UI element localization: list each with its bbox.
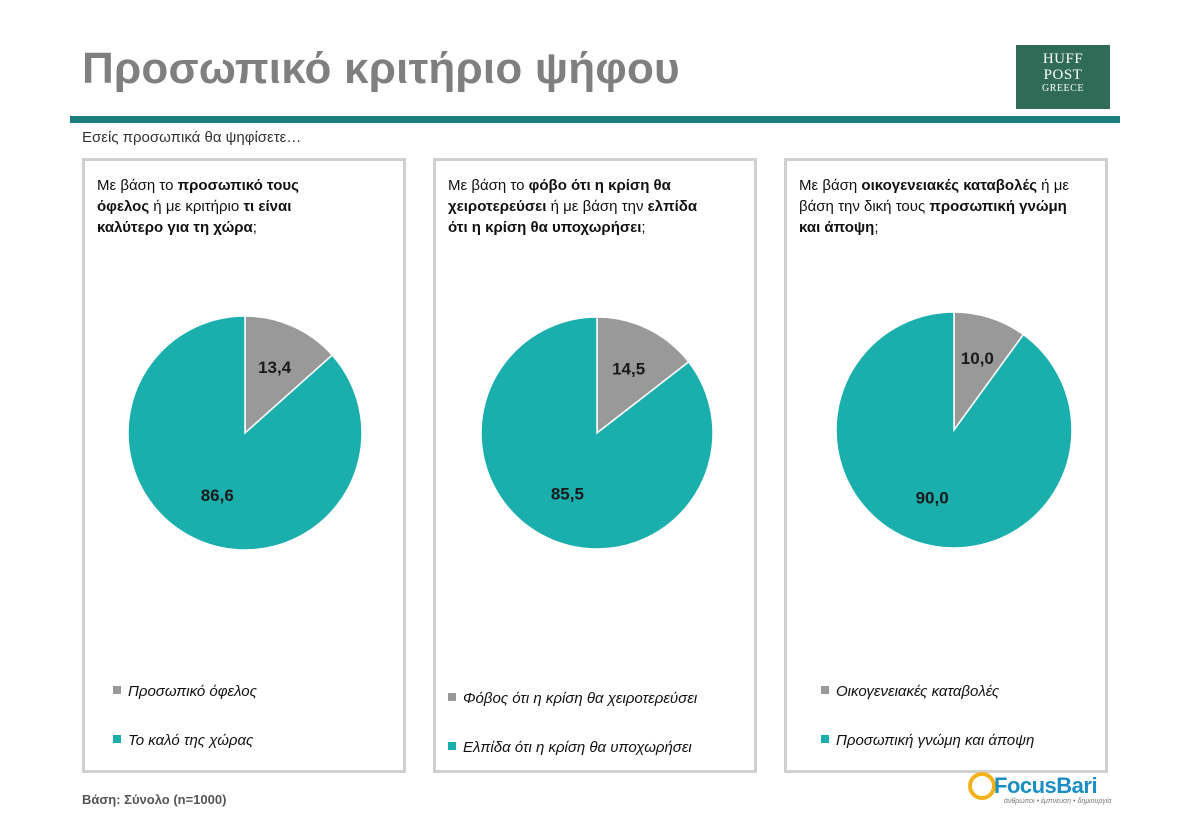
legend-label: Προσωπικό όφελος [128, 683, 257, 700]
pie-chart: 13,4 86,6 [127, 315, 363, 551]
legend-item-gray: Οικογενειακές καταβολές [821, 683, 999, 700]
question-text-run: βάση την δική τους [799, 198, 930, 215]
question-text-run: χειροτερεύσει [448, 198, 547, 215]
question-line: ότι η κρίση θα υποχωρήσει; [448, 217, 746, 238]
question-line: και άποψη; [799, 217, 1097, 238]
legend-label: Οικογενειακές καταβολές [836, 683, 1000, 700]
pie-value-label-1: 10,0 [961, 349, 994, 368]
question-text-run: προσωπική γνώμη [929, 198, 1067, 215]
question-text-run: ή με βάση την [546, 198, 648, 215]
question-text-run: ελπίδα [647, 198, 698, 215]
panel-question: Με βάση το φόβο ότι η κρίση θα χειροτερεύ… [448, 175, 746, 238]
legend-label: Ελπίδα ότι η κρίση θα υποχωρήσει [463, 739, 692, 756]
panel-question: Με βάση οικογενειακές καταβολές ή με βάση… [799, 175, 1097, 238]
pie-value-label-2: 86,6 [201, 486, 234, 505]
pie-slice-1 [596, 316, 690, 435]
legend-swatch-gray [113, 686, 121, 694]
question-line: Με βάση το φόβο ότι η κρίση θα [448, 175, 746, 196]
pie-slice-2 [480, 316, 714, 550]
logo-line-3: GREECE [1042, 83, 1084, 94]
question-line: Με βάση οικογενειακές καταβολές ή με [799, 175, 1097, 196]
pie-value-label-1: 14,5 [612, 359, 645, 378]
pie-value-label-2: 85,5 [551, 484, 584, 503]
pie-slice-2 [835, 311, 1073, 549]
legend-item-gray: Προσωπικό όφελος [113, 683, 257, 700]
pie-chart: 10,0 90,0 [835, 311, 1073, 549]
focusbari-logo: FocusBari άνθρωποι • έμπνευση • δημιουργ… [968, 770, 1118, 810]
legend-item-teal: Προσωπική γνώμη και άποψη [821, 732, 1034, 749]
legend-item-teal: Ελπίδα ότι η κρίση θα υποχωρήσει [448, 739, 692, 756]
legend-swatch-teal [448, 742, 456, 750]
sample-base-note: Βάση: Σύνολο (n=1000) [82, 792, 227, 807]
chart-panel-2: Με βάση το φόβο ότι η κρίση θα χειροτερεύ… [433, 158, 757, 773]
pie-slice-1 [953, 311, 1025, 433]
question-line: χειροτερεύσει ή με βάση την ελπίδα [448, 196, 746, 217]
subtitle: Εσείς προσωπικά θα ψηφίσετε… [82, 129, 302, 146]
huffpost-greece-logo: HUFF POST GREECE [1016, 45, 1110, 109]
logo-line-1: HUFF [1042, 51, 1084, 67]
legend-label: Προσωπική γνώμη και άποψη [836, 732, 1035, 749]
page-title: Προσωπικό κριτήριο ψήφου [82, 44, 680, 93]
question-line: όφελος ή με κριτήριο τι είναι [97, 196, 395, 217]
question-text-run: καλύτερο για τη χώρα [97, 219, 253, 236]
question-text-run: ; [874, 219, 879, 236]
question-text-run: προσωπικό τους [177, 177, 299, 194]
question-text-run: Με βάση [799, 177, 862, 194]
question-text-run: φόβο ότι η κρίση θα [528, 177, 671, 194]
chart-panel-1: Με βάση το προσωπικό τους όφελος ή με κρι… [82, 158, 406, 773]
legend-item-gray: Φόβος ότι η κρίση θα χειροτερεύσει [448, 690, 697, 707]
question-text-run: οικογενειακές καταβολές [861, 177, 1038, 194]
pie-chart: 14,5 85,5 [480, 316, 714, 550]
question-line: βάση την δική τους προσωπική γνώμη [799, 196, 1097, 217]
question-text-run: ότι η κρίση θα υποχωρήσει [448, 219, 642, 236]
pie-value-label-2: 90,0 [916, 488, 949, 507]
pie-value-label-1: 13,4 [258, 358, 292, 377]
question-text-run: Με βάση το [448, 177, 529, 194]
question-text-run: Με βάση το [97, 177, 178, 194]
header-rule [70, 116, 1120, 123]
question-line: καλύτερο για τη χώρα; [97, 217, 395, 238]
question-line: Με βάση το προσωπικό τους [97, 175, 395, 196]
pie-slice-2 [127, 315, 363, 551]
legend-swatch-gray [821, 686, 829, 694]
question-text-run: όφελος [97, 198, 150, 215]
panel-question: Με βάση το προσωπικό τους όφελος ή με κρι… [97, 175, 395, 238]
focusbari-tagline: άνθρωποι • έμπνευση • δημιουργία [1004, 798, 1112, 805]
focusbari-logo-icon [968, 772, 996, 800]
logo-line-2: POST [1043, 67, 1083, 83]
question-text-run: ; [641, 219, 646, 236]
legend-label: Το καλό της χώρας [128, 732, 254, 749]
legend-swatch-teal [113, 735, 121, 743]
question-text-run: τι είναι [243, 198, 292, 215]
question-text-run: ; [252, 219, 257, 236]
question-text-run: και άποψη [799, 219, 875, 236]
legend-swatch-teal [821, 735, 829, 743]
question-text-run: ή με κριτήριο [149, 198, 244, 215]
question-text-run: ή με [1037, 177, 1070, 194]
legend-label: Φόβος ότι η κρίση θα χειροτερεύσει [463, 690, 698, 707]
legend-item-teal: Το καλό της χώρας [113, 732, 253, 749]
chart-panel-3: Με βάση οικογενειακές καταβολές ή με βάση… [784, 158, 1108, 773]
pie-slice-1 [244, 315, 334, 435]
focusbari-brand: FocusBari [994, 773, 1098, 798]
legend-swatch-gray [448, 693, 456, 701]
